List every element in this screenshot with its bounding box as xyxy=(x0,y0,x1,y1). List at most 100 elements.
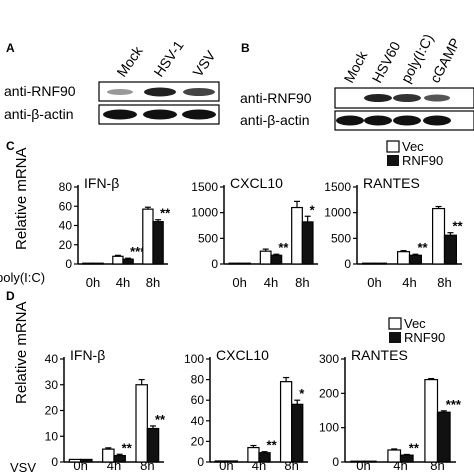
x-tick-label: 8h xyxy=(295,275,309,290)
bar-vec xyxy=(387,449,402,463)
y-tick-label: 0 xyxy=(211,257,218,271)
y-tick-label: 20 xyxy=(59,238,73,252)
significance-label: *** xyxy=(130,244,146,259)
significance-label: ** xyxy=(278,240,289,255)
legend-label: RNF90 xyxy=(402,153,443,168)
y-tick-label: 300 xyxy=(319,352,339,366)
y-tick-label: 0 xyxy=(51,455,58,469)
bar-vec xyxy=(82,262,94,265)
y-tick-label: 20 xyxy=(45,404,59,418)
bar-vec xyxy=(432,207,446,265)
y-tick-label: 40 xyxy=(59,219,73,233)
y-tick-label: 80 xyxy=(59,180,73,194)
antibody-label: anti-RNF90 xyxy=(4,83,76,99)
treatment-label: VSV xyxy=(10,460,36,474)
blot-a-actin xyxy=(98,104,220,125)
bar-rnf90 xyxy=(399,454,414,463)
y-tick-label: 40 xyxy=(191,414,205,428)
bar-vec xyxy=(228,262,241,265)
lane-label: HSV-1 xyxy=(150,37,186,79)
chart-title: IFN-β xyxy=(84,175,119,191)
bar-vec xyxy=(142,208,154,265)
chart: 0 500 1000 1500 RANTES 0h 4h ** 8h ** xyxy=(324,175,463,290)
lane-label: VSV xyxy=(189,47,219,80)
bar-vec xyxy=(424,379,439,463)
x-tick-label: 0h xyxy=(232,275,246,290)
lane-labels-a: Mock HSV-1 VSV xyxy=(113,37,219,79)
blot-a-rnf90 xyxy=(98,81,220,102)
bar-rnf90 xyxy=(362,460,377,463)
legend-c: Vec RNF90 xyxy=(386,139,443,168)
x-tick-label: 0h xyxy=(356,458,370,473)
bar-vec xyxy=(291,206,303,265)
bar-vec xyxy=(350,460,365,463)
y-tick-label: 60 xyxy=(191,393,205,407)
significance-label: ** xyxy=(452,219,463,234)
bar-rnf90 xyxy=(113,454,126,463)
bar-rnf90 xyxy=(270,254,283,265)
x-tick-label: 4h xyxy=(402,275,416,290)
bar-vec xyxy=(279,381,293,463)
y-tick-label: 80 xyxy=(191,373,205,387)
legend-label: Vec xyxy=(404,316,426,331)
blot-b-actin xyxy=(334,110,474,131)
y-tick-label: 30 xyxy=(45,378,59,392)
bar-rnf90 xyxy=(122,258,134,265)
legend-d: Vec RNF90 xyxy=(388,316,445,345)
legend-label: Vec xyxy=(402,139,424,154)
x-tick-label: 4h xyxy=(116,275,130,290)
y-tick-label: 0 xyxy=(332,455,339,469)
y-tick-label: 1500 xyxy=(324,180,351,194)
significance-label: ** xyxy=(122,440,133,455)
bar-rnf90 xyxy=(152,221,164,265)
bar-rnf90 xyxy=(408,254,422,265)
significance-label: ** xyxy=(409,440,420,455)
bar-vec xyxy=(102,448,115,463)
bar-vec xyxy=(68,458,82,463)
antibody-label: anti-β-actin xyxy=(240,112,310,128)
x-tick-label: 4h xyxy=(264,275,278,290)
panel-label-b: B xyxy=(241,41,250,55)
x-tick-label: 0h xyxy=(219,458,233,473)
legend-swatch-rnf90 xyxy=(387,155,399,166)
bar-vec xyxy=(397,251,411,265)
chart: 0 20 40 60 80 IFN-β 0h 4h *** 8h ** xyxy=(59,175,172,290)
chart-title: RANTES xyxy=(363,175,420,191)
chart-title: CXCL10 xyxy=(230,175,283,191)
bar-rnf90 xyxy=(291,403,304,463)
bar-vec xyxy=(247,446,260,463)
chart-title: IFN-β xyxy=(70,347,105,363)
bar-vec xyxy=(112,255,124,265)
chart: 0 500 1000 1500 CXCL10 0h 4h ** 8h * xyxy=(191,175,318,290)
y-tick-label: 0 xyxy=(197,455,204,469)
significance-label: ** xyxy=(160,206,171,221)
treatment-label: poly(I:C) xyxy=(0,270,45,285)
panel-label-d: D xyxy=(6,289,15,303)
antibody-label: anti-β-actin xyxy=(4,106,74,122)
lane-label: Mock xyxy=(113,42,146,79)
blot-b-rnf90 xyxy=(334,87,474,109)
panel-label-a: A xyxy=(6,41,15,55)
x-tick-label: 8h xyxy=(437,275,451,290)
legend-swatch-vec xyxy=(386,140,400,153)
y-tick-label: 100 xyxy=(184,352,204,366)
y-tick-label: 10 xyxy=(45,429,59,443)
bar-rnf90 xyxy=(436,411,451,463)
x-tick-label: 8h xyxy=(146,275,160,290)
significance-label: * xyxy=(299,386,305,401)
y-axis-label: Relative mRNA xyxy=(13,301,30,404)
chart-title: RANTES xyxy=(351,347,408,363)
y-tick-label: 500 xyxy=(198,231,218,245)
y-tick-label: 60 xyxy=(59,199,73,213)
y-tick-label: 200 xyxy=(319,386,339,400)
y-tick-label: 500 xyxy=(331,231,351,245)
bar-rnf90 xyxy=(92,262,104,265)
legend-swatch-rnf90 xyxy=(389,332,401,343)
lane-labels-b: Mock HSV60 poly(I:C) cGAMP xyxy=(341,31,464,85)
legend-label: RNF90 xyxy=(404,330,445,345)
y-tick-label: 1000 xyxy=(191,206,218,220)
significance-label: * xyxy=(310,202,316,217)
